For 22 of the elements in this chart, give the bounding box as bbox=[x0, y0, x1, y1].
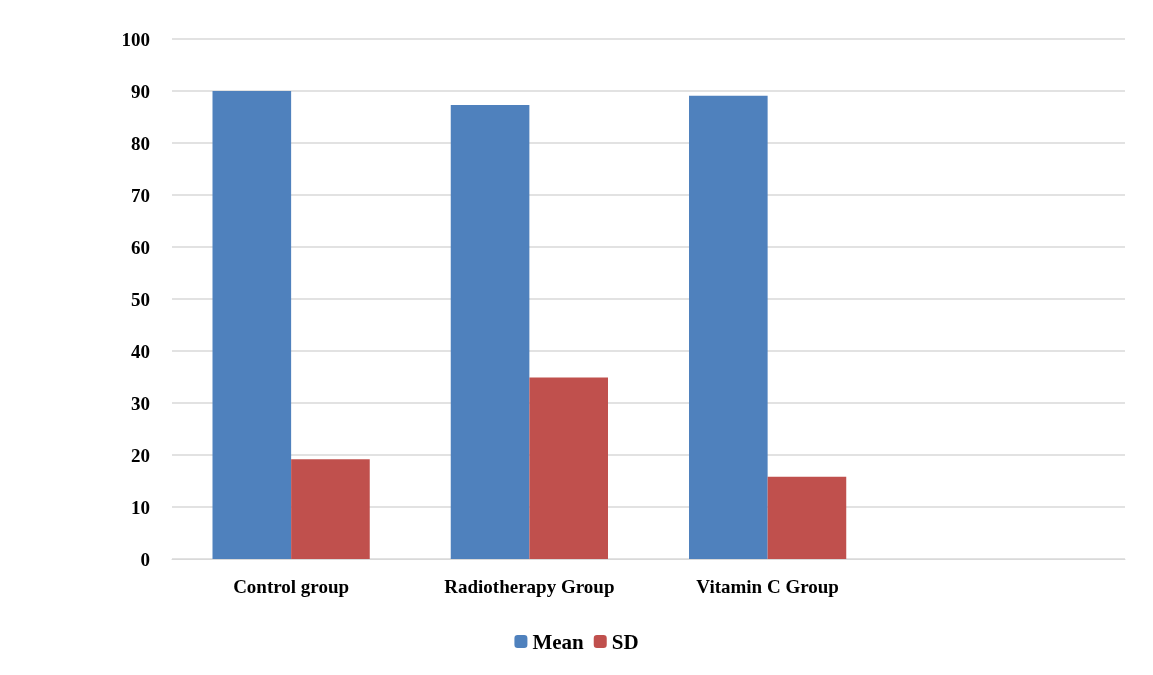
y-tick-label: 80 bbox=[131, 132, 150, 154]
bar bbox=[212, 91, 292, 559]
y-tick-label: 70 bbox=[131, 184, 150, 206]
bar bbox=[689, 95, 768, 559]
bar bbox=[450, 105, 530, 559]
y-tick-label: 50 bbox=[131, 288, 150, 310]
y-tick-label: 30 bbox=[131, 392, 150, 414]
legend-label: SD bbox=[611, 629, 639, 654]
y-tick-label: 40 bbox=[131, 340, 150, 362]
y-tick-label: 0 bbox=[140, 548, 150, 570]
legend-label: Mean bbox=[532, 629, 585, 654]
y-tick-label: 10 bbox=[131, 496, 150, 518]
y-tick-label: 90 bbox=[131, 80, 150, 102]
bar bbox=[529, 377, 608, 559]
y-tick-label: 60 bbox=[131, 236, 150, 258]
x-tick-label: Vitamin C Group bbox=[696, 576, 839, 597]
y-tick-label: 100 bbox=[121, 28, 150, 50]
bar bbox=[291, 459, 370, 559]
y-tick-label: 20 bbox=[131, 444, 150, 466]
x-tick-label: Control group bbox=[233, 576, 350, 597]
x-tick-label: Radiotherapy Group bbox=[444, 576, 615, 597]
bar bbox=[767, 476, 847, 559]
